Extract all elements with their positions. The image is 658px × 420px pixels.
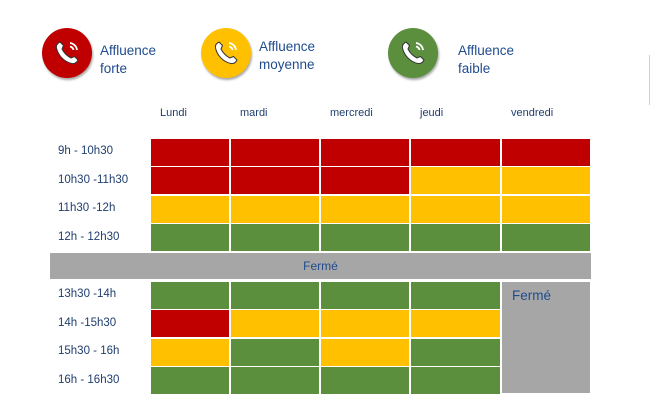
legend-label-faible: Affluence faible [458,42,514,78]
schedule-cell-moyenne [320,338,410,367]
schedule-cell-moyenne [410,309,501,338]
schedule-cell-moyenne [501,195,591,224]
schedule-cell-faible [150,223,230,252]
legend-label-line2: forte [100,61,128,76]
legend-label-line1: Affluence [259,39,316,54]
schedule-cell-faible [230,338,320,367]
schedule-cell-faible [320,366,410,395]
friday-afternoon-closed: Fermé [501,281,591,394]
day-header-mercredi: mercredi [330,107,373,119]
legend-label-line2: moyenne [259,57,315,72]
schedule-cell-faible [410,281,501,310]
phone-icon [55,41,79,65]
legend-badge-faible [388,28,438,78]
schedule-cell-faible [230,223,320,252]
time-label: 14h -15h30 [58,317,117,329]
schedule-cell-faible [410,366,501,395]
schedule-cell-forte [320,166,410,195]
schedule-cell-moyenne [150,338,230,367]
time-label: 13h30 -14h [58,288,117,300]
day-header-lundi: Lundi [160,107,187,119]
legend-label-line1: Affluence [100,43,157,58]
schedule-cell-faible [320,281,410,310]
schedule-cell-forte [150,166,230,195]
legend-label-moyenne: Affluence moyenne [259,38,315,74]
schedule-cell-faible [410,338,501,367]
schedule-cell-faible [230,366,320,395]
schedule-cell-moyenne [150,195,230,224]
schedule-cell-moyenne [320,195,410,224]
lunch-closed-label: Fermé [303,259,338,273]
time-label: 11h30 -12h [58,202,116,214]
time-label: 15h30 - 16h [58,345,120,357]
legend-label-line1: Affluence [458,43,515,58]
schedule-cell-moyenne [230,195,320,224]
day-header-jeudi: jeudi [420,107,444,119]
schedule-cell-forte [320,138,410,167]
legend-label-line2: faible [458,61,491,76]
schedule-cell-forte [230,138,320,167]
legend-badge-moyenne [201,28,251,78]
time-label: 16h - 16h30 [58,374,120,386]
time-label: 12h - 12h30 [58,231,120,243]
time-label: 9h - 10h30 [58,145,113,157]
friday-closed-label: Fermé [512,288,552,303]
schedule-cell-moyenne [230,309,320,338]
schedule-cell-forte [230,166,320,195]
phone-icon [401,41,425,65]
lunch-closed-band: Fermé [50,253,591,279]
schedule-cell-faible [501,223,591,252]
phone-icon [214,41,238,65]
day-header-mardi: mardi [240,107,268,119]
day-header-vendredi: vendredi [511,107,554,119]
legend-label-forte: Affluence forte [100,42,156,78]
divider [649,55,650,105]
schedule-cell-moyenne [410,195,501,224]
schedule-cell-faible [150,281,230,310]
schedule-cell-moyenne [320,309,410,338]
schedule-cell-forte [501,138,591,167]
schedule-cell-forte [410,138,501,167]
schedule-cell-moyenne [410,166,501,195]
schedule-cell-faible [150,366,230,395]
schedule-cell-faible [410,223,501,252]
schedule-cell-faible [230,281,320,310]
schedule-cell-forte [150,309,230,338]
legend-badge-forte [42,28,92,78]
schedule-cell-forte [150,138,230,167]
schedule-cell-moyenne [501,166,591,195]
schedule-cell-faible [320,223,410,252]
time-label: 10h30 -11h30 [58,174,129,186]
